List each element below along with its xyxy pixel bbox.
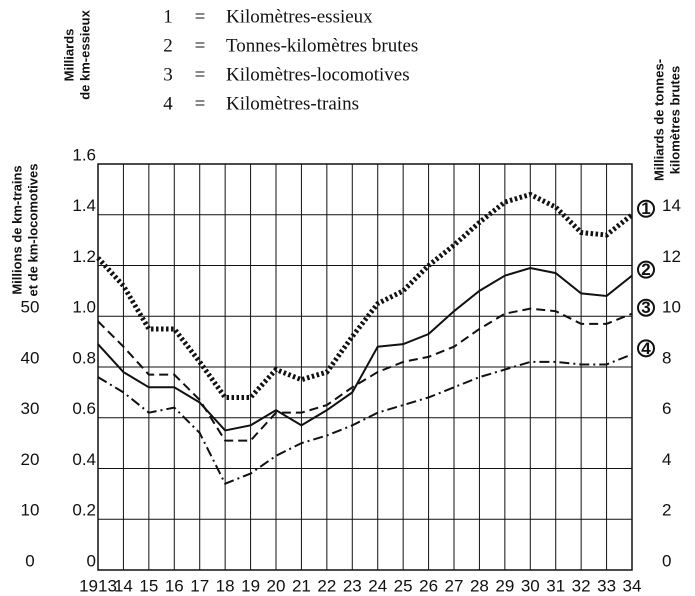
x-tick-label: 25 (394, 576, 413, 595)
y-axis-title: Milliards (61, 29, 76, 82)
x-tick-label: 32 (572, 576, 591, 595)
legend-separator: = (195, 64, 206, 85)
y3-tick-label: 40 (21, 348, 40, 367)
x-tick-label: 14 (114, 576, 133, 595)
x-tick-label: 18 (216, 576, 235, 595)
y-tick-label: 1.6 (72, 145, 96, 164)
legend-separator: = (195, 93, 206, 114)
series-end-marker (637, 298, 655, 317)
y2-tick-label: 10 (662, 298, 681, 317)
legend-label: Kilomètres-locomotives (226, 64, 410, 85)
x-tick-label: 28 (470, 576, 489, 595)
legend-separator: = (195, 6, 206, 27)
x-tick-label: 27 (445, 576, 464, 595)
legend-separator: = (195, 35, 206, 56)
y-tick-label: 0.2 (72, 501, 96, 520)
y-tick-label: 1.4 (72, 196, 96, 215)
y3-tick-label: 50 (21, 298, 40, 317)
y-tick-label: 1.0 (72, 298, 96, 317)
y2-tick-label: 8 (662, 348, 671, 367)
y2-tick-label: 12 (662, 247, 681, 266)
x-tick-label: 29 (495, 576, 514, 595)
y3-tick-label: 10 (21, 501, 40, 520)
x-tick-label: 22 (317, 576, 336, 595)
legend-label: Kilomètres-essieux (226, 6, 373, 27)
x-tick-label: 1913 (79, 576, 117, 595)
legend-label: Tonnes-kilomètres brutes (226, 35, 418, 56)
y-tick-label: 0.4 (72, 450, 96, 469)
series-end-label: 1 (641, 199, 650, 218)
x-tick-label: 21 (292, 576, 311, 595)
y3-tick-label: 30 (21, 399, 40, 418)
series-end-marker (637, 260, 655, 279)
y3-tick-label: 20 (21, 450, 40, 469)
series-end-marker (637, 199, 655, 218)
x-tick-label: 17 (190, 576, 209, 595)
series-line (96, 191, 634, 400)
x-tick-label: 19 (241, 576, 260, 595)
y2-tick-label: 4 (662, 450, 671, 469)
x-tick-label: 26 (419, 576, 438, 595)
x-tick-label: 30 (521, 576, 540, 595)
y3-axis-title: Millions de km-trains (9, 165, 24, 294)
y2-tick-label: 2 (662, 501, 671, 520)
y2-tick-label: 6 (662, 399, 671, 418)
y-tick-label: 0.6 (72, 399, 96, 418)
series-line (97, 353, 633, 485)
legend-number: 3 (163, 64, 173, 85)
legend-number: 4 (163, 93, 173, 114)
legend-label: Kilomètres-trains (226, 93, 359, 114)
x-tick-label: 33 (597, 576, 616, 595)
y2-tick-label: 14 (662, 196, 681, 215)
y3-axis-title: et de km-locomotives (25, 164, 40, 297)
y3-tick-label: 0 (25, 551, 34, 570)
series-end-marker (637, 339, 655, 358)
series-line (97, 267, 633, 432)
x-tick-label: 24 (368, 576, 387, 595)
x-tick-label: 23 (343, 576, 362, 595)
legend-number: 1 (163, 6, 173, 27)
y2-axis-title: Milliards de tonnes- (651, 59, 666, 181)
y-tick-label: 0 (87, 551, 96, 570)
y-axis-title: de km-essieux (77, 9, 92, 99)
y-tick-label: 1.2 (72, 247, 96, 266)
x-tick-label: 34 (623, 576, 642, 595)
series-end-label: 2 (641, 260, 650, 279)
x-tick-label: 15 (139, 576, 158, 595)
legend-number: 2 (163, 35, 173, 56)
x-tick-label: 20 (267, 576, 286, 595)
y2-axis-title: kilomètres brutes (667, 66, 682, 174)
y2-tick-label: 0 (662, 551, 671, 570)
y-tick-label: 0.8 (72, 348, 96, 367)
series-end-label: 4 (641, 339, 651, 358)
series-line (97, 307, 633, 442)
x-tick-label: 16 (165, 576, 184, 595)
series-end-label: 3 (641, 298, 650, 317)
x-tick-label: 31 (546, 576, 565, 595)
